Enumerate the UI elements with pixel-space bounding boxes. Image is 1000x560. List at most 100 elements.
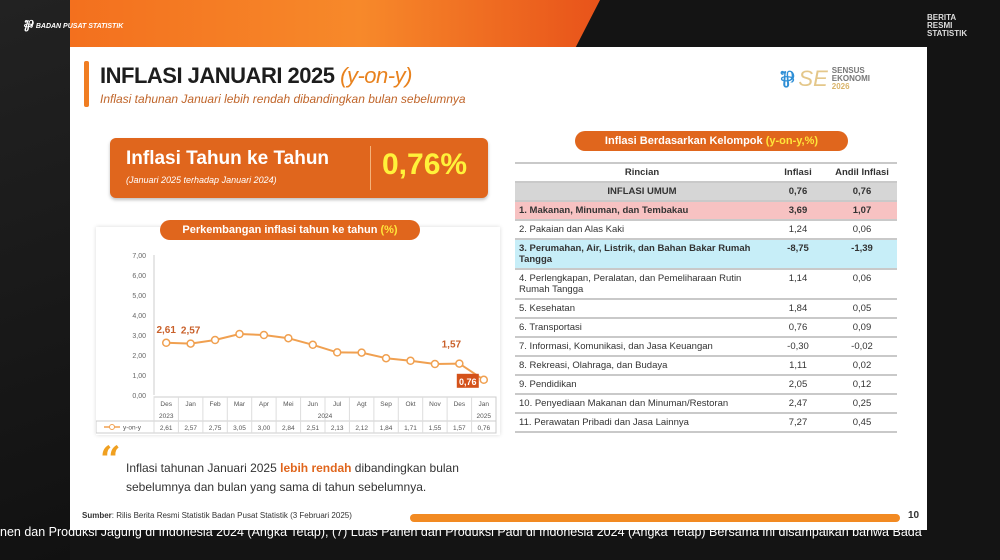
x-tick-label: Mei bbox=[283, 401, 293, 408]
brs-logo: BERITA RESMI STATISTIK bbox=[927, 14, 967, 38]
quote-text: Inflasi tahunan Januari 2025 lebih renda… bbox=[126, 459, 498, 497]
x-tick-label: Jan bbox=[185, 401, 196, 408]
news-ticker: nen dan Produksi Jagung di Indonesia 202… bbox=[0, 525, 922, 539]
col-andil: Andil Inflasi bbox=[827, 163, 897, 183]
row-andil: -0,02 bbox=[827, 337, 897, 357]
row-label: 5. Kesehatan bbox=[515, 299, 769, 319]
table-value: 1,57 bbox=[453, 425, 466, 432]
data-point bbox=[210, 335, 220, 345]
chart-pill-text: Perkembangan inflasi tahun ke tahun bbox=[182, 224, 381, 236]
row-andil: 0,05 bbox=[827, 299, 897, 319]
data-point bbox=[161, 338, 171, 348]
title-main: INFLASI JANUARI 2025 bbox=[100, 63, 341, 88]
page-number: 10 bbox=[908, 510, 920, 521]
logo-t3: 2026 bbox=[831, 82, 850, 91]
kpi-sublabel: (Januari 2025 terhadap Januari 2024) bbox=[126, 175, 277, 185]
y-tick-label: 0,00 bbox=[132, 393, 146, 400]
data-point bbox=[332, 348, 342, 357]
x-tick-label: Apr bbox=[259, 401, 270, 408]
table-value: 2,12 bbox=[355, 425, 368, 432]
table-value: 2,84 bbox=[282, 425, 295, 432]
row-andil: 0,02 bbox=[827, 356, 897, 376]
inflation-table: Rincian Inflasi Andil Inflasi INFLASI UM… bbox=[515, 162, 897, 433]
title-italic: (y-on-y) bbox=[340, 63, 412, 88]
table-value: 2,57 bbox=[184, 425, 197, 432]
table-row: 5. Kesehatan 1,84 0,05 bbox=[515, 299, 897, 319]
row-inflasi: 2,05 bbox=[769, 375, 827, 395]
table-row: 10. Penyediaan Makanan dan Minuman/Resto… bbox=[515, 394, 897, 414]
row-andil: -1,39 bbox=[827, 239, 897, 270]
y-tick-label: 7,00 bbox=[132, 253, 146, 260]
row-label: 7. Informasi, Komunikasi, dan Jasa Keuan… bbox=[515, 337, 769, 357]
slide: INFLASI JANUARI 2025 (y-on-y) Inflasi ta… bbox=[70, 47, 927, 530]
row-andil: 0,25 bbox=[827, 394, 897, 414]
x-tick-label: Mar bbox=[234, 401, 246, 408]
col-inflasi: Inflasi bbox=[769, 163, 827, 183]
year-label: 2024 bbox=[318, 413, 333, 420]
x-tick-label: Agt bbox=[357, 401, 367, 408]
bps-logo-icon: ⅌ bbox=[780, 67, 795, 92]
row-inflasi: 1,14 bbox=[769, 269, 827, 300]
slide-title: INFLASI JANUARI 2025 (y-on-y) bbox=[100, 63, 412, 89]
table-value: 2,61 bbox=[160, 425, 173, 432]
table-value: 3,00 bbox=[258, 425, 271, 432]
row-andil: 1,07 bbox=[827, 201, 897, 221]
brs-3: STATISTIK bbox=[927, 29, 968, 38]
table-row: 4. Perlengkapan, Peralatan, dan Pemeliha… bbox=[515, 269, 897, 300]
x-tick-label: Jan bbox=[479, 401, 490, 408]
table-row: 8. Rekreasi, Olahraga, dan Budaya 1,11 0,0… bbox=[515, 356, 897, 376]
table-row: 2. Pakaian dan Alas Kaki 1,24 0,06 bbox=[515, 220, 897, 240]
col-rincian: Rincian bbox=[515, 163, 769, 183]
table-value: 2,51 bbox=[306, 425, 319, 432]
table-row: 7. Informasi, Komunikasi, dan Jasa Keuan… bbox=[515, 337, 897, 357]
slide-subtitle: Inflasi tahunan Januari lebih rendah dib… bbox=[100, 92, 466, 106]
data-label: 2,57 bbox=[181, 326, 201, 337]
footer-bar bbox=[410, 514, 900, 522]
table-value: 1,55 bbox=[429, 425, 442, 432]
row-inflasi: 1,84 bbox=[769, 299, 827, 319]
table-pill-text: Inflasi Berdasarkan Kelompok bbox=[604, 135, 766, 147]
y-tick-label: 2,00 bbox=[132, 353, 146, 360]
table-value: 3,05 bbox=[233, 425, 246, 432]
kpi-value: 0,76% bbox=[382, 148, 468, 181]
chart-panel: 0,00 1,00 2,00 3,00 4,00 5,00 6,00 7,00 2,61 2,57… bbox=[95, 227, 500, 435]
x-tick-label: Feb bbox=[209, 401, 221, 408]
row-inflasi: 0,76 bbox=[769, 182, 827, 202]
quote-icon: “ bbox=[100, 439, 121, 481]
sensus-logo: ⅌ SE SENSUS EKONOMI 2026 bbox=[780, 61, 920, 97]
data-label: 1,57 bbox=[442, 340, 462, 351]
row-label: 8. Rekreasi, Olahraga, dan Budaya bbox=[515, 356, 769, 376]
brs-1: BERITA bbox=[927, 13, 957, 22]
y-tick-label: 6,00 bbox=[132, 273, 146, 280]
table-value: 2,75 bbox=[209, 425, 222, 432]
row-inflasi: 1,11 bbox=[769, 356, 827, 376]
legend-marker bbox=[109, 424, 115, 430]
data-point bbox=[381, 353, 391, 363]
source-label: Sumber bbox=[82, 511, 112, 520]
x-tick-label: Des bbox=[454, 401, 466, 408]
row-label: 6. Transportasi bbox=[515, 318, 769, 338]
data-point bbox=[430, 359, 440, 369]
row-inflasi: 0,76 bbox=[769, 318, 827, 338]
dark-edge bbox=[0, 0, 70, 560]
row-inflasi: -8,75 bbox=[769, 239, 827, 270]
y-tick-label: 1,00 bbox=[132, 373, 146, 380]
logo-t1: SENSUS bbox=[831, 66, 865, 75]
bps-brand: ⅌ BADAN PUSAT STATISTIK bbox=[22, 16, 123, 36]
data-point bbox=[357, 348, 366, 357]
year-label: 2025 bbox=[477, 413, 492, 420]
y-tick-label: 3,00 bbox=[132, 333, 146, 340]
data-point bbox=[479, 375, 489, 385]
x-tick-label: Okt bbox=[405, 401, 415, 408]
year-label: 2023 bbox=[159, 413, 174, 420]
kpi-divider bbox=[370, 146, 371, 190]
y-tick-label: 4,00 bbox=[132, 313, 146, 320]
row-label: 9. Pendidikan bbox=[515, 375, 769, 395]
row-andil: 0,45 bbox=[827, 413, 897, 433]
table-value: 2,13 bbox=[331, 425, 344, 432]
row-andil: 0,76 bbox=[827, 182, 897, 202]
kpi-card: Inflasi Tahun ke Tahun (Januari 2025 ter… bbox=[110, 138, 488, 198]
data-point bbox=[455, 359, 464, 368]
table-pill-hl: (y-on-y,%) bbox=[765, 135, 819, 147]
x-tick-label: Nov bbox=[429, 401, 441, 408]
